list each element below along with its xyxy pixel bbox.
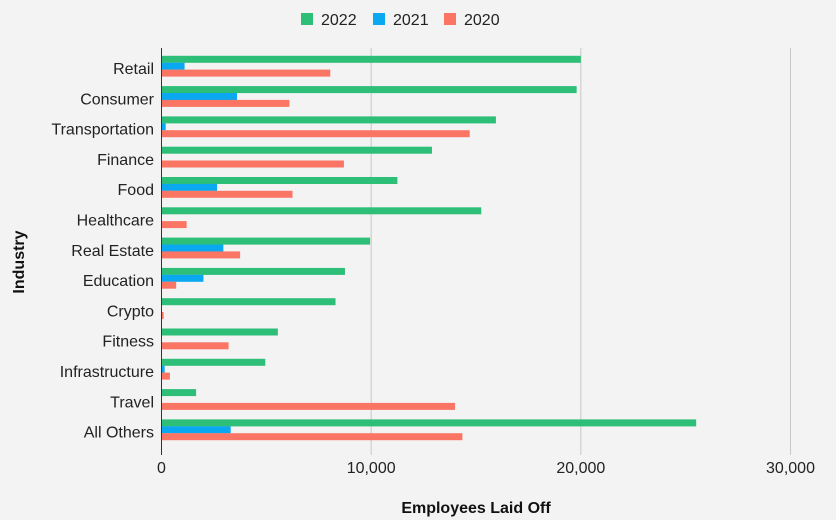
legend-swatch (444, 13, 456, 25)
bar-2020[interactable] (161, 160, 344, 168)
bar-2020[interactable] (161, 402, 456, 410)
bar-2022[interactable] (161, 419, 697, 427)
bar-2020[interactable] (161, 433, 463, 441)
bar-2022[interactable] (161, 207, 482, 215)
y-tick-label: Transportation (51, 122, 154, 139)
bar-2020[interactable] (161, 190, 293, 198)
bar-2021[interactable] (161, 365, 165, 373)
bar-2021[interactable] (161, 62, 185, 70)
legend[interactable]: 2022 2021 2020 (301, 12, 500, 29)
bar-2021[interactable] (161, 183, 218, 191)
bar-2022[interactable] (161, 358, 266, 366)
bar-2021[interactable] (161, 274, 204, 282)
bar-2022[interactable] (161, 267, 345, 275)
y-tick-label: Consumer (80, 91, 154, 108)
x-tick-label: 0 (157, 460, 166, 477)
bar-2022[interactable] (161, 146, 432, 154)
bar-2021[interactable] (161, 123, 166, 131)
bar-2021[interactable] (161, 244, 224, 252)
bar-2022[interactable] (161, 116, 496, 124)
bars (161, 55, 697, 441)
y-axis-title: Industry (11, 230, 28, 293)
bar-2020[interactable] (161, 221, 187, 229)
y-tick-label: Food (118, 182, 154, 199)
bar-2020[interactable] (161, 342, 229, 350)
bar-2022[interactable] (161, 237, 371, 245)
legend-swatch (373, 13, 385, 25)
bar-2020[interactable] (161, 281, 177, 289)
x-axis-title: Employees Laid Off (401, 500, 551, 517)
y-axis-tick-labels: Retail Consumer Transportation Finance Food H… (51, 61, 154, 442)
legend-label[interactable]: 2021 (393, 12, 429, 29)
bar-2020[interactable] (161, 372, 170, 380)
bar-2020[interactable] (161, 130, 470, 138)
bar-2020[interactable] (161, 99, 290, 107)
bar-2021[interactable] (161, 426, 231, 434)
y-tick-label: Healthcare (77, 213, 154, 230)
x-tick-label: 10,000 (347, 460, 396, 477)
x-tick-label: 30,000 (766, 460, 815, 477)
bar-2022[interactable] (161, 177, 398, 184)
bar-2022[interactable] (161, 328, 278, 336)
y-tick-label: Crypto (107, 303, 154, 320)
bar-2020[interactable] (161, 69, 331, 77)
bar-2022[interactable] (161, 389, 197, 397)
bar-2021[interactable] (161, 93, 237, 100)
bar-2020[interactable] (161, 312, 164, 319)
bar-2022[interactable] (161, 298, 336, 306)
bar-2022[interactable] (161, 86, 577, 94)
y-tick-label: Education (83, 273, 154, 290)
y-tick-label: Travel (110, 394, 154, 411)
bar-2020[interactable] (161, 251, 241, 259)
gridlines (370, 48, 791, 455)
legend-label[interactable]: 2020 (464, 12, 500, 29)
bar-2022[interactable] (161, 55, 581, 63)
y-tick-label: Infrastructure (60, 364, 154, 381)
y-tick-label: Retail (113, 61, 154, 78)
y-tick-label: Finance (97, 152, 154, 169)
y-tick-label: Real Estate (71, 243, 154, 260)
legend-swatch (301, 13, 313, 25)
x-axis-tick-labels: 0 10,000 20,000 30,000 (157, 460, 815, 477)
y-tick-label: Fitness (102, 334, 154, 351)
legend-label[interactable]: 2022 (321, 12, 357, 29)
x-tick-label: 20,000 (556, 460, 605, 477)
y-tick-label: All Others (84, 425, 154, 442)
